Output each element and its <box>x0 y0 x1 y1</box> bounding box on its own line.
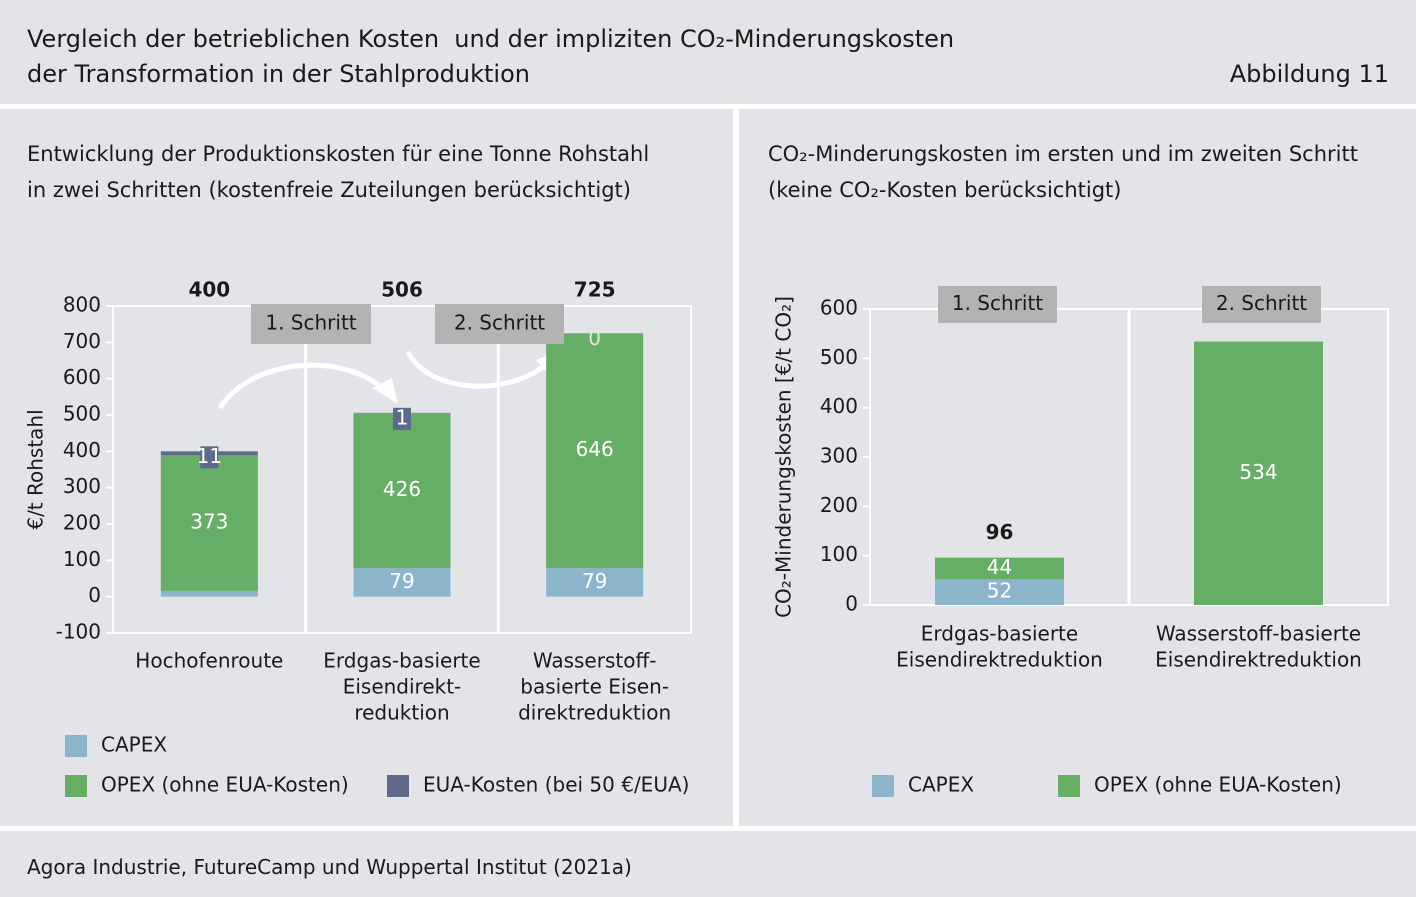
legend-label: OPEX (ohne EUA-Kosten) <box>101 773 349 797</box>
annotation: 2. Schritt <box>1216 291 1307 315</box>
arrow-head <box>372 378 398 404</box>
value-label: 373 <box>190 510 228 534</box>
step-box <box>251 304 371 344</box>
value-label: 44 <box>987 555 1012 579</box>
total-label: 96 <box>986 520 1014 544</box>
y-tick-label: 600 <box>820 296 858 320</box>
separator <box>0 826 1416 831</box>
step-box <box>435 304 564 344</box>
value-label: 79 <box>389 569 414 593</box>
bar-segment <box>935 579 1064 605</box>
value-label: 0 <box>588 326 601 350</box>
total-label: 400 <box>188 278 230 302</box>
y-tick-label: 300 <box>820 444 858 468</box>
total-label: 725 <box>574 278 616 302</box>
legend-label: OPEX (ohne EUA-Kosten) <box>1094 773 1342 797</box>
legend-swatch <box>65 735 87 757</box>
subtitle: (keine CO₂-Kosten berücksichtigt) <box>768 178 1121 202</box>
x-tick-label: Wasserstoff-basierte <box>1156 622 1361 646</box>
y-tick-label: -100 <box>56 620 101 644</box>
x-tick-label: Erdgas-basierte <box>921 622 1078 646</box>
subtitle: Entwicklung der Produktionskosten für ei… <box>27 142 649 166</box>
bar-segment <box>160 455 258 591</box>
x-tick-label: reduktion <box>354 701 449 725</box>
y-tick-label: 100 <box>820 542 858 566</box>
y-tick-label: 0 <box>845 592 858 616</box>
y-tick-label: 200 <box>820 493 858 517</box>
source: Agora Industrie, FutureCamp und Wupperta… <box>27 855 632 879</box>
bar-segment <box>353 413 451 568</box>
bar-segment <box>546 333 644 568</box>
value-label: 1 <box>396 405 409 429</box>
separator <box>733 109 739 829</box>
arrow <box>405 350 547 389</box>
x-tick-label: Erdgas-basierte <box>323 649 480 673</box>
x-tick-label: direktreduktion <box>518 701 671 725</box>
bar-segment <box>935 557 1064 580</box>
arrow <box>217 362 387 410</box>
y-axis-title: CO₂-Minderungskosten [€/t CO₂] <box>772 296 796 618</box>
subtitle: CO₂-Minderungskosten im ersten und im zw… <box>768 142 1358 166</box>
value-label: 11 <box>197 444 222 468</box>
y-tick-label: 700 <box>63 329 101 353</box>
y-tick-label: 800 <box>63 293 101 317</box>
label-box <box>393 407 411 430</box>
legend-label: EUA-Kosten (bei 50 €/EUA) <box>423 773 689 797</box>
step-box <box>938 286 1057 323</box>
legend-swatch <box>1058 775 1080 797</box>
x-tick-label: Eisendirekt- <box>343 675 462 699</box>
step-arrows <box>217 350 547 410</box>
y-tick-label: 500 <box>63 402 101 426</box>
separator <box>0 104 1416 109</box>
value-label: 426 <box>383 477 421 501</box>
bar-segment <box>546 567 644 597</box>
y-tick-label: 100 <box>63 547 101 571</box>
y-tick-label: 300 <box>63 474 101 498</box>
bar-segment <box>160 590 258 597</box>
bar-segment <box>353 567 451 597</box>
legend-swatch <box>65 775 87 797</box>
value-label: 646 <box>576 437 614 461</box>
figure-label: Abbildung 11 <box>1229 60 1389 88</box>
value-label: 79 <box>582 569 607 593</box>
title-line: Vergleich der betrieblichen Kosten und d… <box>27 25 955 53</box>
legend-label: CAPEX <box>908 773 974 797</box>
y-tick-label: 400 <box>820 394 858 418</box>
title-line: der Transformation in der Stahlproduktio… <box>27 60 530 88</box>
annotation: 2. Schritt <box>454 311 545 335</box>
y-tick-label: 600 <box>63 365 101 389</box>
total-label: 506 <box>381 278 423 302</box>
y-tick-label: 500 <box>820 345 858 369</box>
step-box <box>1202 286 1321 323</box>
value-label: 534 <box>1239 460 1277 484</box>
y-tick-label: 400 <box>63 438 101 462</box>
x-tick-label: Hochofenroute <box>135 649 283 673</box>
label-box <box>200 446 219 469</box>
legend-label: CAPEX <box>101 733 167 757</box>
value-label: 52 <box>987 579 1012 603</box>
y-axis-title: €/t Rohstahl <box>24 409 48 529</box>
plot-frame <box>112 305 692 634</box>
y-tick-label: 200 <box>63 511 101 535</box>
x-tick-label: Eisendirektreduktion <box>896 648 1103 672</box>
x-tick-label: Eisendirektreduktion <box>1155 648 1362 672</box>
bar-segment <box>1194 341 1323 605</box>
x-tick-label: basierte Eisen- <box>520 675 669 699</box>
legend-swatch <box>872 775 894 797</box>
subtitle: in zwei Schritten (kostenfreie Zuteilung… <box>27 178 631 202</box>
annotation: 1. Schritt <box>952 291 1043 315</box>
y-tick-label: 0 <box>88 583 101 607</box>
legend-swatch <box>387 775 409 797</box>
x-tick-label: Wasserstoff- <box>533 649 657 673</box>
annotation: 1. Schritt <box>265 311 356 335</box>
